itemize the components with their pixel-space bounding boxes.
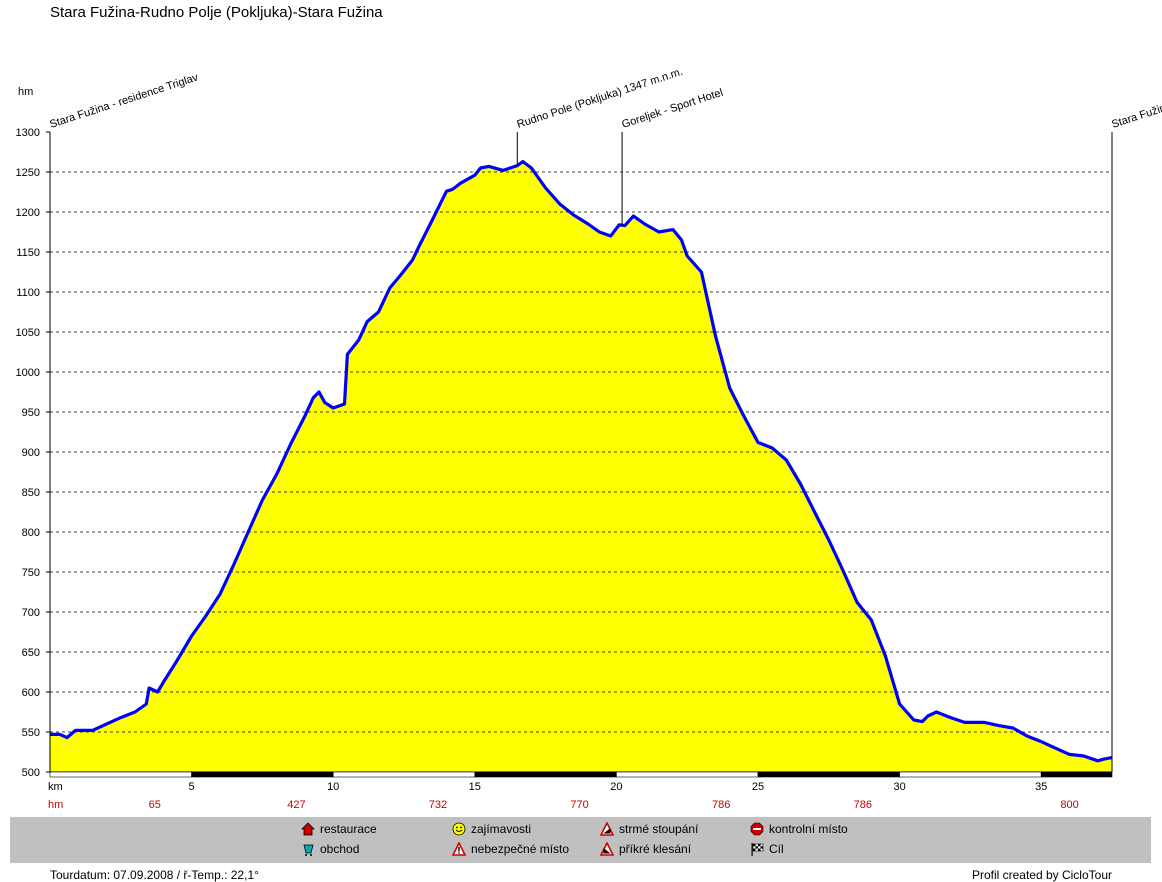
x-tick-label: 35 [1035, 781, 1047, 793]
x-tick-label: 5 [189, 781, 195, 793]
km-band-segment [474, 771, 617, 778]
y-axis-unit: hm [18, 86, 33, 98]
y-tick-label: 1150 [16, 247, 40, 259]
legend-item-finish: Cíl [750, 842, 784, 856]
credits: Profil created by CicloTour [971, 868, 1112, 882]
legend-item-restaurant: restaurace [301, 822, 377, 836]
x-tick-label: 20 [610, 781, 622, 793]
km-band-segment [191, 771, 334, 778]
climb-unit-label: hm [48, 799, 63, 811]
climb-value: 786 [712, 799, 730, 811]
legend-panel: restaurace obchod zajímavosti nebezpečné… [10, 817, 1151, 863]
km-band-segment [49, 771, 192, 778]
x-tick-label: 15 [469, 781, 481, 793]
waypoint-label: Rudno Pole (Pokljuka) 1347 m.n.m. [515, 66, 684, 131]
y-tick-label: 1050 [16, 327, 40, 339]
stop-icon [750, 822, 764, 836]
legend-item-danger: nebezpečné místo [452, 842, 569, 856]
x-tick-label: 30 [893, 781, 905, 793]
climb-value: 770 [570, 799, 588, 811]
km-band-segment [332, 771, 476, 778]
chart-title: Stara Fužina-Rudno Polje (Pokljuka)-Star… [50, 4, 383, 21]
elevation-line [50, 160, 1113, 763]
smiley-icon [452, 822, 466, 836]
elevation-chart: 500 550 600 650 700 750 800 850 900 950 1000 1050 11… [16, 66, 1162, 811]
y-tick-label: 1250 [16, 167, 40, 179]
y-tick-label: 750 [22, 567, 40, 579]
y-tick-label: 1300 [16, 127, 40, 139]
y-tick-label: 850 [22, 487, 40, 499]
legend-item-checkpoint: kontrolní místo [750, 822, 848, 836]
legend-label: obchod [320, 842, 360, 856]
x-tick-label: 25 [752, 781, 764, 793]
climb-value: 732 [429, 799, 447, 811]
x-tick-label: 10 [327, 781, 339, 793]
y-tick-label: 600 [22, 687, 40, 699]
restaurant-icon [301, 822, 315, 836]
legend-label: příkré klesání [619, 842, 692, 856]
km-band-segment [757, 771, 900, 778]
climb-value: 65 [149, 799, 161, 811]
legend-label: nebezpečné místo [471, 842, 570, 856]
steep-climb-icon [600, 822, 614, 836]
legend-label: kontrolní místo [769, 822, 848, 836]
legend-label: strmé stoupání [619, 822, 699, 836]
y-tick-label: 900 [22, 447, 40, 459]
elevation-area [50, 161, 1112, 773]
km-band-segment [1040, 771, 1113, 778]
y-tick-label: 1200 [16, 207, 40, 219]
steep-descent-icon [600, 842, 614, 856]
waypoint-label: Stara Fužina - residence Triglav [48, 71, 200, 131]
warning-icon [452, 842, 466, 856]
y-tick-label: 800 [22, 527, 40, 539]
y-tick-label: 550 [22, 727, 40, 739]
y-tick-label: 950 [22, 407, 40, 419]
legend-label: zajímavosti [471, 822, 532, 836]
y-tick-label: 700 [22, 607, 40, 619]
legend-label: restaurace [320, 822, 377, 836]
climb-value: 786 [854, 799, 872, 811]
legend-item-interest: zajímavosti [452, 822, 531, 836]
y-tick-label: 1100 [16, 287, 40, 299]
km-band-segment [616, 771, 759, 778]
waypoint-label: Goreljek - Sport Hotel [620, 87, 724, 131]
legend-item-shop: obchod [301, 842, 359, 856]
y-tick-label: 650 [22, 647, 40, 659]
finish-flag-icon [751, 843, 764, 856]
km-band-segment [899, 771, 1042, 778]
y-tick-label: 1000 [16, 367, 40, 379]
shop-icon [303, 844, 314, 856]
tour-info: Tourdatum: 07.09.2008 / ř-Temp.: 22,1° [50, 868, 259, 882]
x-axis-unit: km [48, 781, 63, 793]
climb-value: 800 [1060, 799, 1078, 811]
legend-item-steep-climb: strmé stoupání [600, 822, 698, 836]
legend-item-steep-descent: příkré klesání [600, 842, 691, 856]
y-tick-label: 500 [22, 767, 40, 779]
waypoint-label: Stara Fužina [1110, 100, 1162, 131]
legend-label: Cíl [769, 842, 784, 856]
climb-value: 427 [287, 799, 305, 811]
